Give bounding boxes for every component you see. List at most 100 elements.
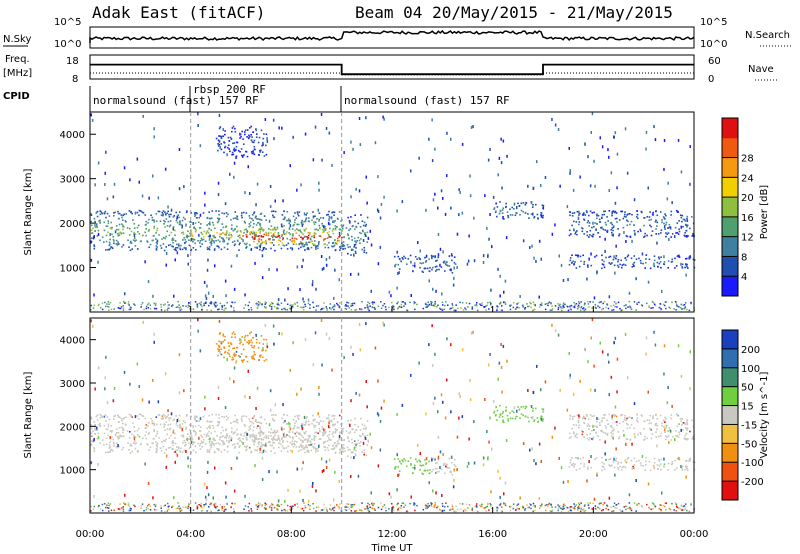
velocity-cell [364, 508, 366, 510]
power-cell [257, 303, 260, 306]
power-cell [147, 222, 149, 224]
power-cell [608, 262, 611, 265]
power-cell [435, 289, 437, 293]
power-cell [472, 125, 474, 129]
power-cell [644, 232, 646, 235]
velocity-cell [217, 448, 220, 450]
power-cell [448, 255, 451, 257]
velocity-cell [673, 509, 675, 511]
velocity-cell [460, 508, 462, 510]
power-cell [595, 229, 597, 231]
power-cell [111, 247, 114, 250]
velocity-cell [352, 451, 354, 454]
power-cell [136, 211, 139, 214]
power-cell [582, 254, 584, 257]
velocity-cell [393, 458, 396, 460]
velocity-cell [576, 433, 578, 435]
power-cell [253, 223, 255, 225]
velocity-cell [187, 505, 190, 508]
velocity-cell [593, 415, 595, 417]
power-cell [359, 242, 361, 244]
velocity-cell [490, 505, 492, 507]
velocity-cell [569, 506, 572, 508]
velocity-cell [245, 446, 247, 448]
power-cell [105, 150, 107, 154]
power-cell [129, 306, 132, 308]
power-cell [305, 217, 308, 219]
power-cell [414, 264, 416, 268]
power-cell [578, 306, 580, 308]
power-cell [323, 238, 325, 241]
velocity-cell [636, 419, 638, 422]
power-cell [446, 264, 448, 266]
power-cell [162, 213, 164, 215]
power-cell [323, 225, 325, 229]
power-cell [670, 214, 672, 216]
power-cell [633, 230, 636, 232]
power-cell [137, 224, 140, 227]
velocity-cell [404, 459, 407, 462]
velocity-cell [302, 509, 305, 512]
velocity-cell [240, 341, 242, 343]
velocity-cell [432, 505, 435, 508]
velocity-cell [292, 431, 294, 433]
velocity-cell [334, 430, 337, 433]
power-cell [334, 242, 337, 244]
power-cell [326, 214, 328, 216]
velocity-cell [524, 508, 527, 510]
power-cell [499, 201, 501, 203]
velocity-cell [107, 434, 109, 437]
power-cell [398, 305, 401, 308]
velocity-cell [344, 508, 347, 511]
velocity-cell [130, 443, 132, 446]
velocity-cell [254, 420, 257, 422]
power-cell [653, 262, 655, 266]
power-cell [152, 174, 154, 178]
velocity-cell [278, 505, 281, 507]
velocity-cell [251, 421, 253, 423]
nave-tick-top: 60 [708, 56, 721, 67]
power-cell [649, 267, 652, 270]
power-cell [432, 198, 435, 202]
power-cell [147, 230, 150, 232]
velocity-cell [551, 509, 554, 511]
power-cell [224, 130, 226, 132]
power-cell [317, 305, 320, 307]
velocity-cell [300, 445, 302, 447]
velocity-cell [261, 349, 263, 352]
velocity-cell [262, 349, 264, 351]
velocity-cell [678, 431, 680, 434]
velocity-cell [245, 415, 248, 418]
velocity-cell [363, 453, 365, 456]
power-cell [578, 302, 581, 305]
velocity-cell [534, 505, 536, 507]
velocity-cell [160, 417, 163, 420]
power-cell [577, 304, 580, 307]
velocity-cell [305, 421, 307, 424]
power-cell [610, 171, 613, 175]
velocity-cell [301, 435, 303, 437]
power-cell [295, 228, 298, 230]
velocity-cell [287, 445, 290, 447]
power-cell [574, 254, 577, 256]
power-cell [106, 303, 108, 305]
velocity-cell [373, 508, 376, 510]
power-cell [592, 221, 594, 225]
velocity-cell [362, 432, 364, 435]
power-cell [127, 239, 129, 242]
velocity-cell [235, 354, 237, 356]
velocity-cell [615, 460, 617, 462]
power-cell [136, 157, 139, 161]
power-cell [259, 149, 261, 152]
velocity-cell [281, 429, 284, 431]
power-cell [436, 305, 438, 308]
power-cell [513, 208, 515, 210]
velocity-cell [210, 420, 213, 423]
power-cell [580, 301, 582, 303]
power-cell [482, 261, 485, 264]
power-cell [380, 301, 382, 303]
velocity-cell [664, 416, 666, 419]
velocity-cell [573, 503, 575, 505]
power-cell [229, 150, 231, 153]
